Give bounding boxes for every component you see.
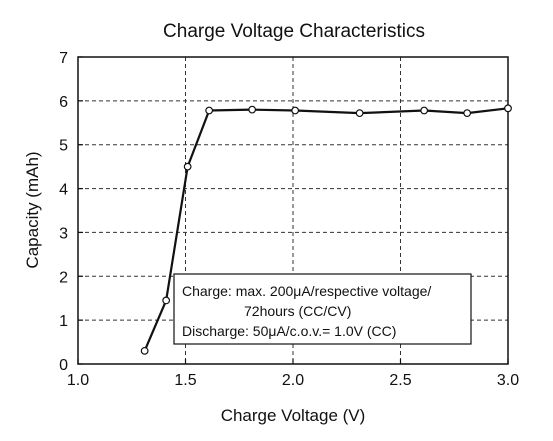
data-point	[140, 346, 149, 355]
axis-ticks: 1.0 1.5 2.0 2.5 3.0 0 1 2 3 4 5 6 7	[59, 50, 519, 389]
y-tick-label: 7	[59, 50, 68, 67]
data-point	[291, 106, 300, 115]
data-point	[248, 105, 257, 114]
annotation-line-3: Discharge: 50μA/c.o.v.= 1.0V (CC)	[182, 323, 396, 339]
data-point	[504, 104, 512, 113]
chart-title: Charge Voltage Characteristics	[163, 21, 425, 42]
annotation-box: Charge: max. 200μA/respective voltage/ 7…	[173, 273, 472, 345]
series-line	[143, 107, 509, 352]
data-point	[162, 296, 171, 305]
x-axis-label: Charge Voltage (V)	[221, 406, 366, 425]
y-tick-label: 2	[59, 269, 68, 286]
data-point	[205, 106, 214, 115]
y-axis-label: Capacity (mAh)	[23, 151, 42, 268]
data-point	[355, 109, 364, 118]
y-tick-label: 4	[59, 182, 68, 199]
y-tick-label: 1	[59, 313, 68, 330]
x-tick-label: 3.0	[497, 372, 519, 389]
data-point	[463, 109, 472, 118]
y-tick-label: 6	[59, 94, 68, 111]
y-tick-label: 3	[59, 225, 68, 242]
annotation-line-1: Charge: max. 200μA/respective voltage/	[182, 283, 431, 299]
y-tick-label: 0	[59, 357, 68, 374]
x-tick-label: 2.5	[389, 372, 411, 389]
annotation-line-2: 72hours (CC/CV)	[244, 303, 351, 319]
x-tick-label: 1.0	[67, 372, 89, 389]
series-layer	[140, 104, 512, 355]
x-tick-label: 2.0	[282, 372, 304, 389]
x-tick-label: 1.5	[174, 372, 196, 389]
y-tick-label: 5	[59, 138, 68, 155]
data-point	[420, 106, 429, 115]
annotation-frame	[173, 273, 472, 345]
data-point	[183, 162, 192, 171]
